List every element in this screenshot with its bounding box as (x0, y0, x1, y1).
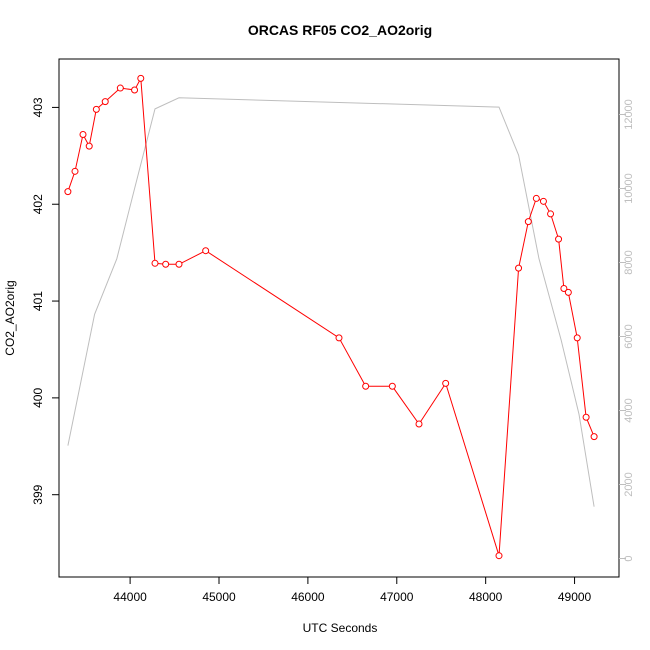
y-axis-left: 399 400 401 402 403 (31, 97, 59, 505)
series-point-0 (64, 188, 72, 196)
y2-tick-label-3: 6000 (623, 324, 635, 348)
series-point-29 (590, 433, 598, 441)
series-point-21 (532, 194, 540, 202)
y-axis-right: 0 2000 4000 6000 8000 10000 12000 (619, 99, 635, 562)
series-layer (64, 74, 598, 560)
chart-title: ORCAS RF05 CO2_AO2orig (248, 22, 432, 38)
series-point-23 (547, 210, 555, 218)
series-point-8 (137, 74, 145, 82)
series-point-13 (335, 334, 343, 342)
series-point-15 (388, 382, 396, 390)
series-point-24 (555, 235, 563, 243)
y-axis-label: CO2_AO2orig (3, 280, 17, 355)
plot-frame (58, 58, 620, 578)
series-point-19 (515, 264, 523, 272)
series-point-2 (79, 131, 87, 139)
y2-tick-label-4: 8000 (623, 250, 635, 274)
series-point-18 (495, 552, 503, 560)
x-tick-label-5: 49000 (558, 590, 592, 604)
y-tick-label-1: 400 (31, 388, 45, 408)
series-point-25 (560, 284, 568, 292)
y2-tick-label-1: 2000 (623, 472, 635, 496)
series-point-1 (71, 167, 79, 175)
series-point-27 (573, 334, 581, 342)
x-axis: 44000 45000 46000 47000 48000 49000 (113, 577, 592, 604)
series-point-26 (564, 288, 572, 296)
y2-tick-label-6: 12000 (623, 99, 635, 130)
series-point-3 (85, 142, 93, 150)
series-line-right (67, 97, 595, 507)
y2-tick-label-0: 0 (623, 555, 635, 561)
series-point-11 (175, 260, 183, 268)
series-point-6 (116, 84, 124, 92)
series-point-14 (362, 382, 370, 390)
x-tick-label-3: 47000 (380, 590, 414, 604)
series-point-10 (162, 260, 170, 268)
y-tick-label-0: 399 (31, 484, 45, 504)
series-point-28 (582, 413, 590, 421)
series-point-22 (539, 197, 547, 205)
series-point-17 (442, 379, 450, 387)
y-tick-label-4: 403 (31, 97, 45, 117)
series-point-5 (101, 98, 109, 106)
series-point-7 (131, 86, 139, 94)
series-point-16 (415, 420, 423, 428)
y2-tick-label-2: 4000 (623, 398, 635, 422)
x-tick-label-0: 44000 (113, 590, 147, 604)
series-point-20 (524, 218, 532, 226)
y-tick-label-3: 402 (31, 194, 45, 214)
x-tick-label-1: 45000 (202, 590, 236, 604)
series-point-4 (92, 105, 100, 113)
x-tick-label-2: 46000 (291, 590, 325, 604)
y-tick-label-2: 401 (31, 291, 45, 311)
y2-tick-label-5: 10000 (623, 173, 635, 204)
series-point-12 (202, 247, 210, 255)
x-tick-label-4: 48000 (469, 590, 503, 604)
x-axis-label: UTC Seconds (303, 621, 378, 635)
series-point-9 (151, 259, 159, 267)
